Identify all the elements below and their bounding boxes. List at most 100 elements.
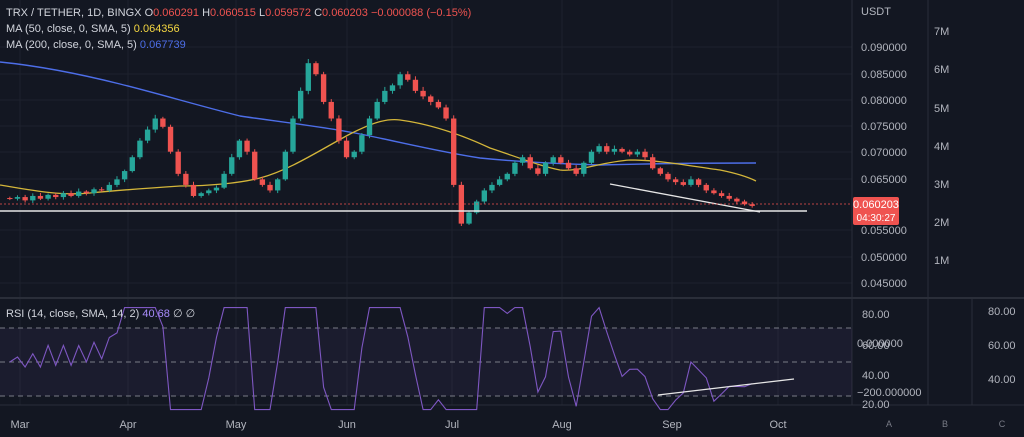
- candle-body: [496, 179, 503, 185]
- candle-body: [366, 118, 373, 136]
- candle-body: [91, 189, 97, 194]
- symbol-title: TRX / TETHER, 1D, BINGX: [6, 7, 142, 19]
- candle-body: [565, 162, 572, 169]
- candle-body: [121, 171, 128, 180]
- rsi-legend[interactable]: RSI (14, close, SMA, 14, 2) 40.68 ∅ ∅: [6, 306, 195, 322]
- candle-body: [14, 197, 21, 199]
- price-tick: 0.080000: [861, 95, 907, 107]
- candle-body: [83, 191, 90, 194]
- candle-body: [30, 195, 36, 201]
- corner-button-c[interactable]: C: [998, 419, 1006, 429]
- candle-body: [703, 184, 709, 191]
- candle-body: [190, 184, 197, 196]
- ma200-label: MA (200, close, 0, SMA, 5): [6, 39, 137, 51]
- candle-body: [749, 204, 755, 206]
- price-axis-unit: USDT: [861, 6, 891, 18]
- volume-tick: 3M: [934, 179, 949, 191]
- candle-body: [741, 201, 748, 205]
- candle-body: [504, 173, 510, 180]
- candle-body: [581, 162, 587, 174]
- rsi-line: [9, 306, 753, 411]
- candle-body: [665, 173, 671, 180]
- open-value: 0.060291: [153, 7, 200, 19]
- candle-body: [198, 193, 204, 196]
- candle-body: [512, 162, 518, 174]
- open-label: O: [144, 7, 154, 19]
- high-label: H: [202, 7, 211, 19]
- change-value: −0.000088 (−0.15%): [370, 7, 472, 19]
- candle-body: [313, 63, 319, 75]
- volume-tick: 6M: [934, 64, 949, 76]
- candle-body: [680, 182, 686, 185]
- candle-body: [428, 96, 434, 102]
- candle-body: [634, 151, 641, 155]
- candle-body: [611, 148, 618, 152]
- rsi-outer-tick: 40.00: [988, 374, 1016, 386]
- rsi-tick: 40.00: [862, 370, 890, 382]
- rsi-tick: 60.00: [862, 340, 890, 352]
- candle-body: [397, 74, 403, 86]
- candle-body: [435, 101, 442, 108]
- volume-tick: 7M: [934, 26, 949, 38]
- candle-body: [160, 118, 166, 127]
- rsi-axis-outer: 80.00 60.00 40.00: [988, 306, 1016, 386]
- ma50-value: 0.064356: [133, 23, 180, 35]
- candle-body: [221, 173, 227, 188]
- candle-body: [129, 157, 135, 172]
- candle-body: [259, 179, 266, 185]
- candle-body: [389, 85, 396, 91]
- price-tick: 0.045000: [861, 278, 907, 290]
- close-label: C: [314, 7, 323, 19]
- time-tick: Apr: [119, 419, 136, 431]
- candle-body: [7, 198, 13, 200]
- candle-body: [213, 187, 220, 191]
- candle-body: [297, 90, 304, 119]
- candle-body: [672, 179, 679, 183]
- price-tick: 0.065000: [861, 174, 907, 186]
- corner-button-b[interactable]: B: [941, 419, 948, 429]
- candle-body: [229, 157, 235, 174]
- time-tick: Oct: [769, 419, 786, 431]
- candle-body: [412, 79, 419, 91]
- candle-body: [60, 193, 67, 198]
- candle-body: [328, 101, 334, 119]
- price-tick: 0.075000: [861, 121, 907, 133]
- ma200-legend[interactable]: MA (200, close, 0, SMA, 5) 0.067739: [6, 37, 471, 53]
- current-price-badge: 0.060203 04:30:27: [853, 197, 899, 225]
- candle-body: [466, 212, 472, 224]
- candle-body: [152, 118, 158, 130]
- price-tick: 0.050000: [861, 252, 907, 264]
- low-value: 0.059572: [265, 7, 311, 19]
- candle-body: [734, 198, 740, 202]
- candle-body: [183, 173, 189, 185]
- candle-body: [374, 101, 380, 119]
- high-value: 0.060515: [210, 7, 256, 19]
- price-trendline[interactable]: [609, 183, 761, 213]
- candle-body: [359, 135, 365, 152]
- candle-body: [542, 162, 549, 174]
- corner-button-a[interactable]: A: [885, 419, 892, 429]
- candle-body: [451, 118, 457, 185]
- candle-body: [305, 63, 311, 91]
- price-tick: 0.090000: [861, 42, 907, 54]
- candle-body: [481, 190, 487, 202]
- candle-body: [619, 148, 625, 152]
- volume-tick: 5M: [934, 103, 949, 115]
- candle-body: [550, 157, 556, 163]
- time-tick: Sep: [662, 419, 682, 431]
- rsi-trendline[interactable]: [657, 378, 795, 396]
- time-tick: May: [226, 419, 247, 431]
- symbol-row[interactable]: TRX / TETHER, 1D, BINGX O0.060291 H0.060…: [6, 5, 471, 21]
- volume-tick: 2M: [934, 217, 949, 229]
- candle-body: [336, 118, 342, 141]
- current-price-value: 0.060203: [853, 199, 899, 211]
- grid-horizontal: [0, 46, 852, 284]
- price-tick: 0.070000: [861, 147, 907, 159]
- ma50-legend[interactable]: MA (50, close, 0, SMA, 5) 0.064356: [6, 21, 471, 37]
- candle-body: [726, 195, 732, 199]
- rsi-axis-inner: 80.00 60.00 40.00 20.00 0.000000: [862, 309, 890, 411]
- rsi-extra: ∅ ∅: [172, 308, 196, 320]
- ma200-value: 0.067739: [139, 39, 186, 51]
- time-tick: Aug: [552, 419, 572, 431]
